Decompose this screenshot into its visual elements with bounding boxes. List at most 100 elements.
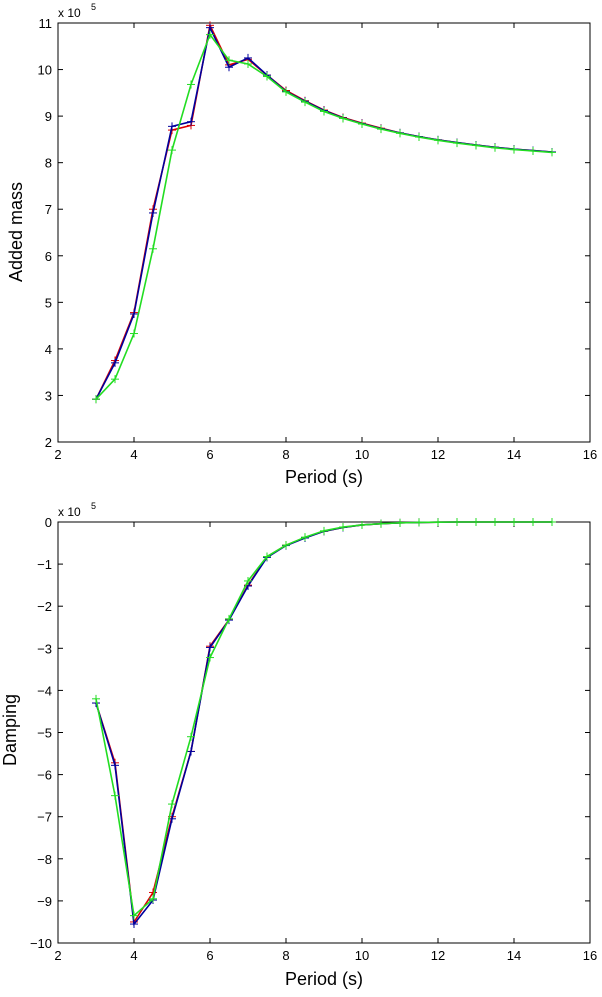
- series-group: [92, 21, 556, 404]
- y-exponent-base: x 10: [58, 6, 81, 20]
- data-point-marker: [111, 358, 119, 367]
- x-tick-label: 2: [54, 447, 61, 462]
- data-point-marker: [168, 122, 176, 131]
- y-tick-label: 2: [45, 435, 52, 450]
- y-tick-label: −8: [37, 852, 52, 867]
- data-point-marker: [130, 911, 138, 920]
- data-point-marker: [510, 518, 518, 526]
- data-point-marker: [358, 520, 366, 529]
- y-tick-label: 10: [38, 63, 52, 78]
- data-point-marker: [396, 518, 404, 527]
- data-point-marker: [263, 72, 271, 81]
- data-point-marker: [415, 518, 423, 527]
- data-point-marker: [187, 117, 195, 126]
- data-point-marker: [244, 59, 252, 68]
- data-point-marker: [491, 143, 499, 152]
- axis-ticks: 2 4 6 8 10 12 14 16 0 −1 −2 −3 −4 −5 −6 −7 −8 −9 −10: [30, 515, 597, 963]
- data-point-marker: [130, 329, 138, 338]
- data-point-marker: [111, 375, 119, 384]
- data-point-marker: [149, 244, 157, 253]
- y-tick-label: 9: [45, 109, 52, 124]
- y-tick-label: −5: [37, 726, 52, 741]
- data-point-marker: [168, 146, 176, 155]
- x-axis-label: Period (s): [285, 467, 363, 487]
- x-tick-label: 12: [431, 948, 445, 963]
- x-axis-label: Period (s): [285, 969, 363, 989]
- data-point-marker: [149, 894, 157, 903]
- plot-area-frame: [57, 22, 591, 443]
- data-point-marker: [206, 643, 214, 652]
- data-point-marker: [396, 129, 404, 138]
- data-point-marker: [187, 747, 195, 756]
- data-point-marker: [225, 614, 233, 623]
- data-point-marker: [320, 526, 328, 535]
- data-point-marker: [187, 80, 195, 89]
- x-tick-label: 6: [206, 948, 213, 963]
- data-point-marker: [472, 141, 480, 150]
- data-point-marker: [377, 125, 385, 134]
- data-point-marker: [529, 518, 537, 526]
- data-point-marker: [415, 133, 423, 142]
- x-tick-label: 16: [583, 948, 597, 963]
- y-tick-label: 3: [45, 388, 52, 403]
- y-tick-label: 7: [45, 202, 52, 217]
- data-point-marker: [320, 107, 328, 116]
- x-tick-label: 12: [431, 447, 445, 462]
- x-tick-label: 14: [507, 948, 521, 963]
- y-tick-label: −7: [37, 810, 52, 825]
- y-axis-label: Added mass: [6, 182, 26, 282]
- axis-ticks: 2 4 6 8 10 12 14 16 2 3 4 5 6 7 8 9 10 11: [38, 16, 598, 462]
- chart-added-mass: 2 4 6 8 10 12 14 16 2 3 4 5 6 7 8 9 10 11 x 10 5 Period (…: [6, 2, 597, 487]
- data-point-marker: [206, 653, 214, 662]
- plot-area-frame: [57, 521, 591, 944]
- y-tick-label: −10: [30, 936, 52, 951]
- data-point-marker: [301, 98, 309, 107]
- data-point-marker: [225, 63, 233, 72]
- y-tick-label: 6: [45, 249, 52, 264]
- data-point-marker: [206, 23, 214, 32]
- y-axis-label: Damping: [0, 694, 20, 766]
- data-point-marker: [187, 732, 195, 741]
- x-tick-label: 10: [355, 447, 369, 462]
- data-point-marker: [282, 541, 290, 550]
- data-point-marker: [548, 518, 556, 526]
- data-point-marker: [548, 148, 556, 157]
- x-tick-label: 8: [282, 948, 289, 963]
- data-point-marker: [434, 518, 442, 527]
- x-tick-label: 4: [130, 948, 137, 963]
- data-point-marker: [206, 30, 214, 39]
- data-point-marker: [111, 791, 119, 800]
- y-tick-label: 0: [45, 515, 52, 530]
- y-tick-label: −6: [37, 768, 52, 783]
- y-tick-label: −3: [37, 641, 52, 656]
- data-point-marker: [510, 145, 518, 154]
- x-tick-label: 14: [507, 447, 521, 462]
- data-point-marker: [339, 523, 347, 532]
- data-point-marker: [339, 114, 347, 123]
- data-point-marker: [453, 518, 461, 526]
- y-tick-label: −2: [37, 599, 52, 614]
- y-tick-label: 11: [39, 16, 53, 31]
- x-tick-label: 4: [130, 447, 137, 462]
- data-point-marker: [434, 136, 442, 145]
- data-point-marker: [92, 694, 100, 703]
- data-point-marker: [472, 518, 480, 526]
- series-group: [92, 518, 556, 929]
- data-point-marker: [282, 87, 290, 96]
- y-exponent-base: x 10: [58, 505, 81, 519]
- data-point-marker: [529, 147, 537, 156]
- data-point-marker: [263, 552, 271, 561]
- y-tick-label: −9: [37, 894, 52, 909]
- y-tick-label: 4: [45, 342, 52, 357]
- x-tick-label: 8: [282, 447, 289, 462]
- data-point-marker: [225, 56, 233, 65]
- data-point-marker: [92, 395, 100, 404]
- x-tick-label: 6: [206, 447, 213, 462]
- data-point-marker: [301, 533, 309, 542]
- data-point-marker: [130, 920, 138, 929]
- x-tick-label: 16: [583, 447, 597, 462]
- data-point-marker: [453, 139, 461, 148]
- data-point-marker: [111, 761, 119, 770]
- x-tick-label: 2: [54, 948, 61, 963]
